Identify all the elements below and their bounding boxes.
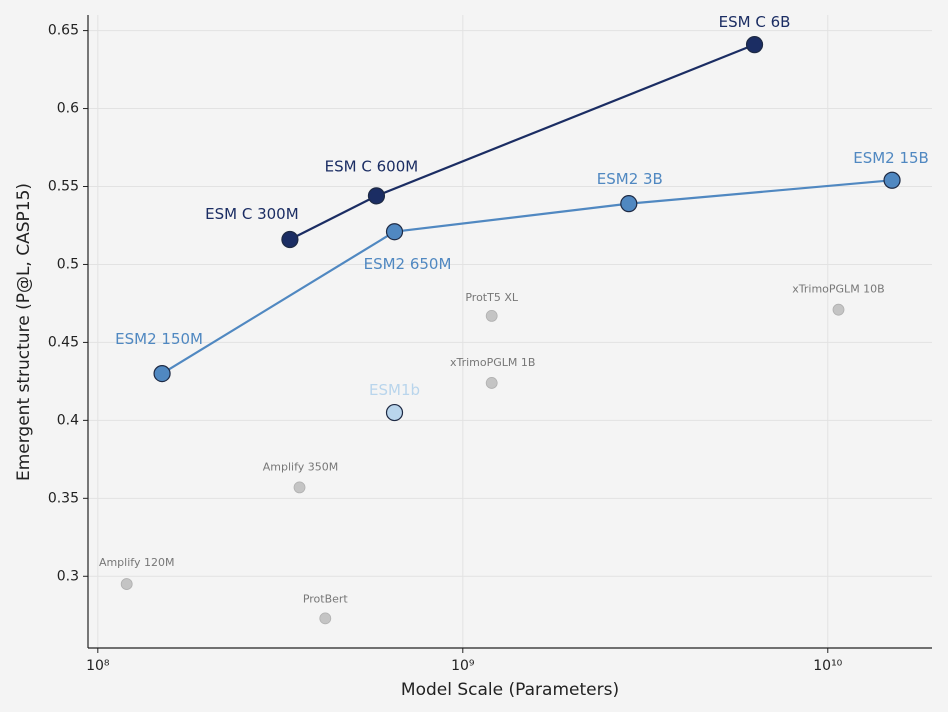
y-tick-label: 0.5	[57, 256, 79, 272]
y-tick-label: 0.65	[48, 23, 79, 39]
y-tick-label: 0.3	[57, 568, 79, 584]
point-label: Amplify 350M	[263, 460, 339, 473]
data-point	[620, 195, 638, 213]
series-line	[161, 179, 893, 375]
data-point	[485, 310, 498, 322]
y-tick-label: 0.55	[48, 179, 79, 195]
y-tick-label: 0.35	[48, 490, 79, 506]
x-tick-label: 10¹⁰	[813, 658, 842, 674]
data-point	[281, 230, 299, 249]
x-tick-label: 10⁸	[86, 658, 110, 674]
point-label: xTrimoPGLM 10B	[792, 283, 884, 296]
point-label: ESM2 15B	[853, 149, 929, 167]
data-point	[153, 364, 171, 383]
x-axis-label: Model Scale (Parameters)	[401, 680, 619, 700]
x-tick-label: 10⁹	[451, 658, 475, 674]
point-label: ESM2 3B	[597, 170, 663, 188]
data-point	[293, 481, 306, 494]
point-label: ProtT5 XL	[465, 291, 519, 304]
y-tick-label: 0.45	[48, 334, 79, 350]
data-point	[832, 303, 845, 316]
point-label: ESM C 6B	[719, 13, 791, 31]
point-label: ESM1b	[369, 381, 420, 399]
y-tick-label: 0.4	[57, 412, 79, 428]
y-axis-label: Emergent structure (P@L, CASP15)	[14, 183, 34, 481]
data-point	[385, 223, 404, 241]
point-label: ESM2 650M	[364, 255, 452, 273]
point-label: Amplify 120M	[99, 556, 175, 569]
point-label: ProtBert	[303, 592, 349, 605]
point-label: ESM C 600M	[325, 157, 419, 175]
data-point	[120, 578, 133, 590]
y-tick-label: 0.6	[57, 101, 79, 117]
data-point	[385, 403, 404, 422]
data-point	[883, 171, 901, 189]
data-point	[485, 377, 498, 389]
data-point	[319, 612, 332, 625]
point-label: ESM2 150M	[115, 330, 203, 348]
point-label: ESM C 300M	[205, 205, 299, 223]
data-point	[745, 36, 764, 54]
point-label: xTrimoPGLM 1B	[450, 356, 535, 369]
data-point	[367, 187, 386, 205]
